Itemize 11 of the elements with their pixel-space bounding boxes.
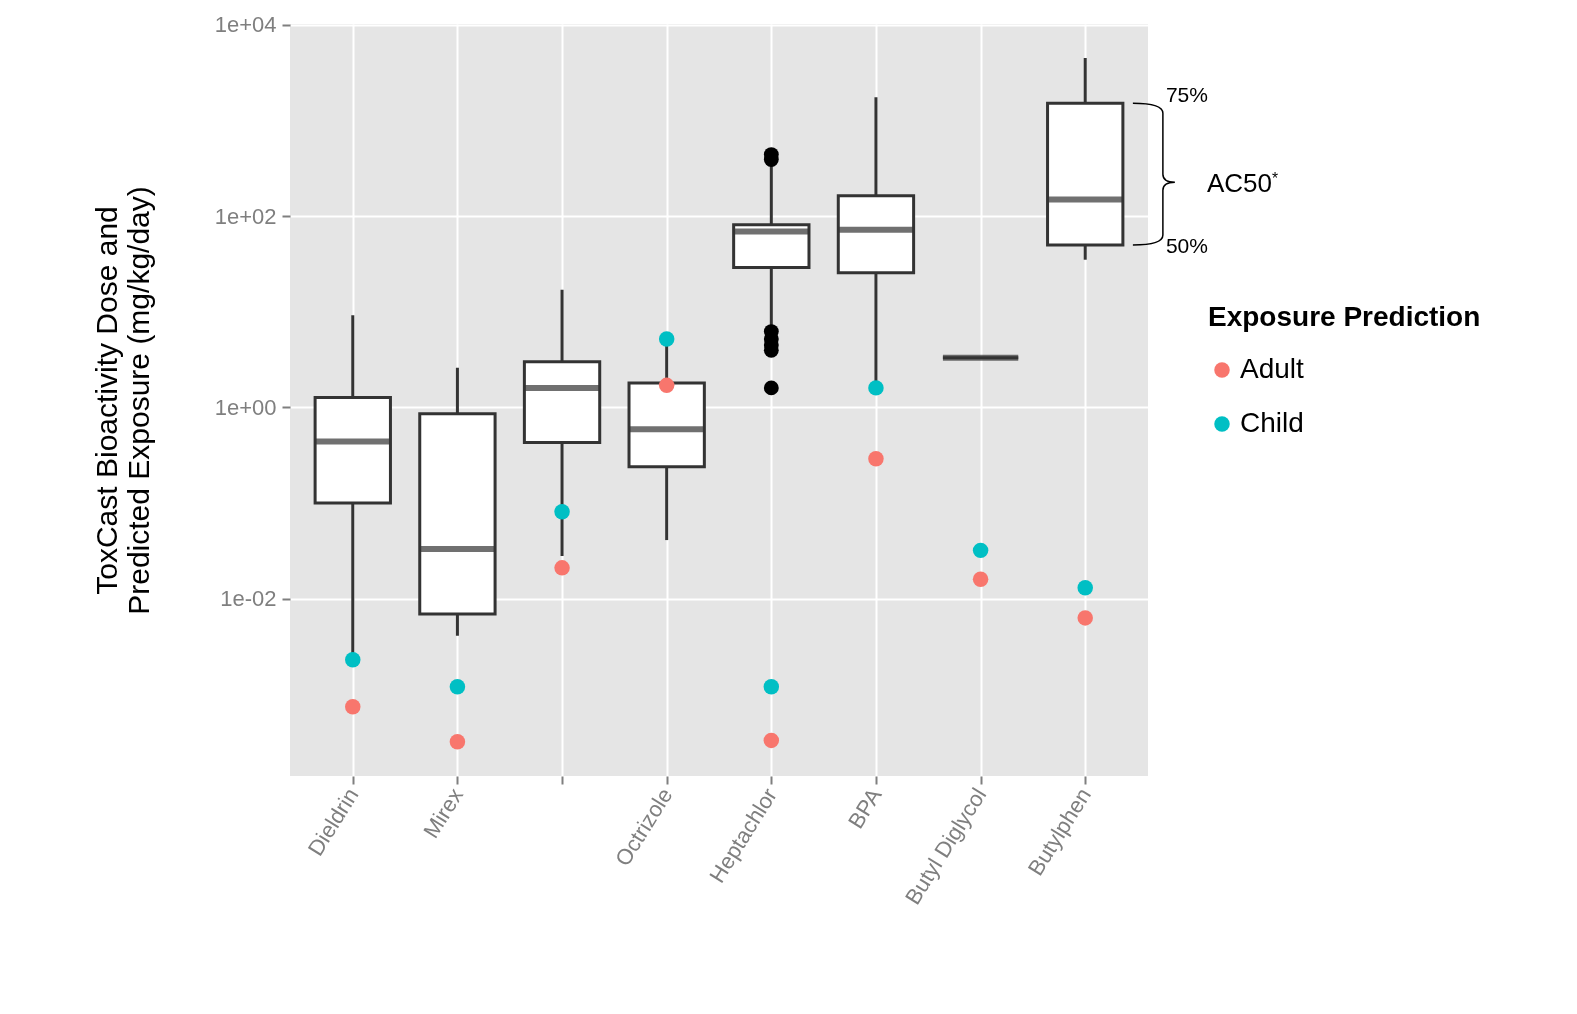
y-tick-label: 1e-02 xyxy=(220,586,277,612)
legend-label: Child xyxy=(1240,407,1304,438)
text: 50% xyxy=(1165,233,1208,257)
legend-label: Adult xyxy=(1240,353,1305,384)
text: AC50$^{*}$ xyxy=(1206,168,1279,199)
y-tick-label: 1e+00 xyxy=(214,394,277,420)
legend-title: Exposure Prediction xyxy=(1208,301,1481,332)
y-tick-label: 1e+04 xyxy=(214,12,277,38)
y-axis-title: ToxCast Bioactivity Dose and Predicted Exposure (mg/kg/day) xyxy=(89,186,155,615)
text: 75% xyxy=(1165,83,1208,107)
y-tick-label: 1e+02 xyxy=(214,203,277,229)
